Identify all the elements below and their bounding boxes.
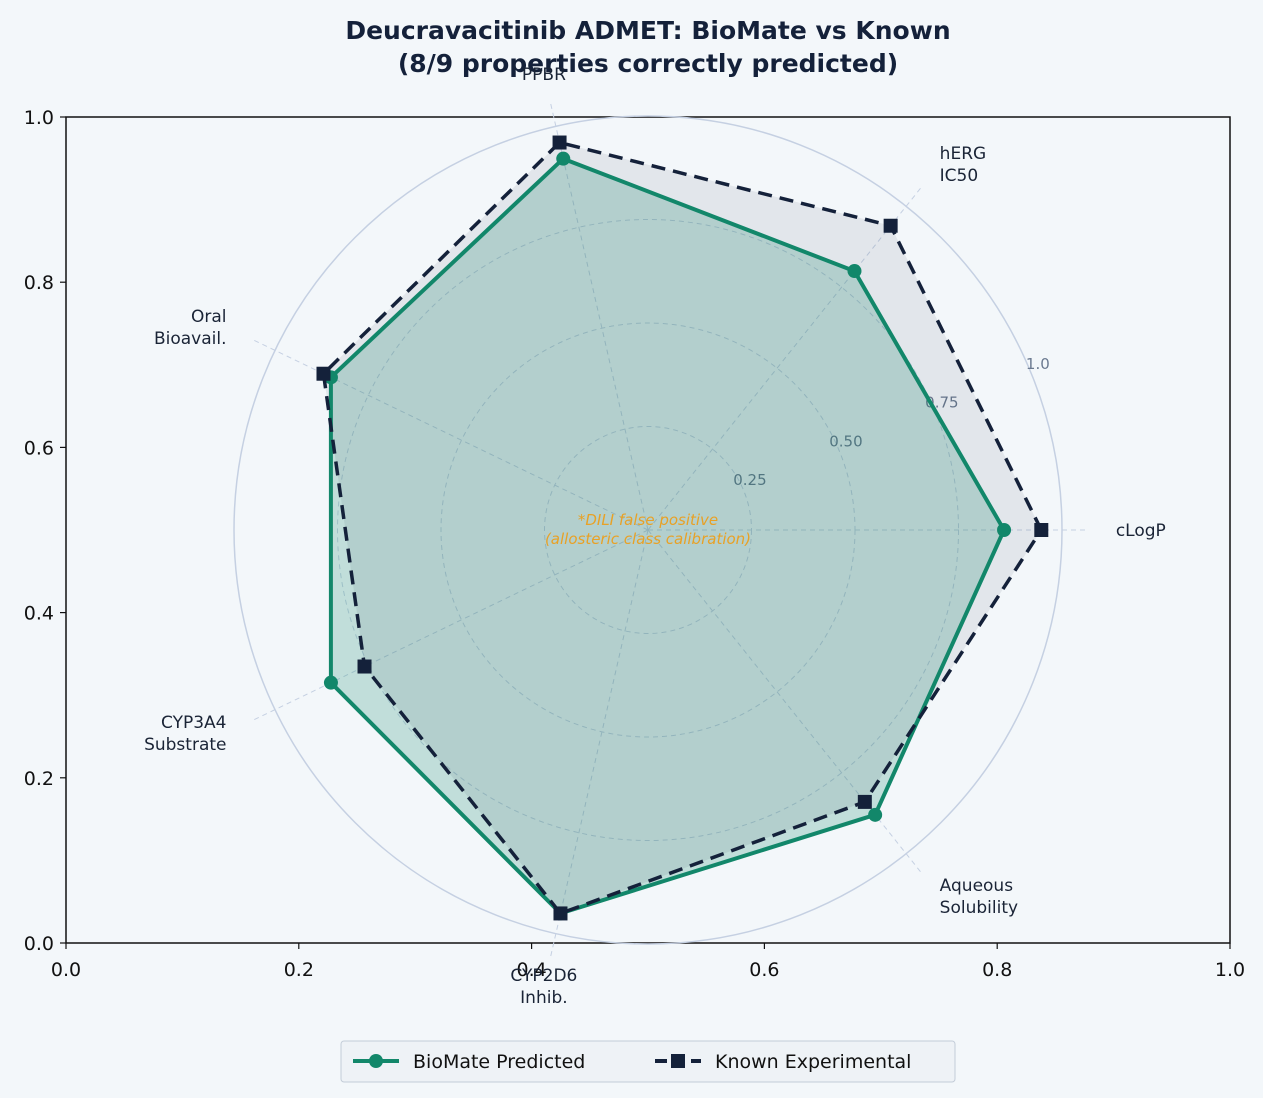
spoke-line — [549, 529, 649, 958]
legend-box — [340, 1040, 956, 1083]
spoke-line — [549, 102, 649, 531]
data-point — [357, 659, 372, 674]
radar-grid: 0.250.500.751.0 — [233, 102, 1087, 958]
data-point — [552, 135, 567, 150]
legend-swatch-marker — [671, 1054, 685, 1068]
axis-label: CYP2D6 Inhib. — [510, 966, 577, 1008]
plot-frame — [65, 116, 1231, 944]
data-point — [997, 523, 1012, 537]
data-point — [847, 264, 862, 279]
axis-label: CYP3A4 Substrate — [144, 713, 226, 755]
y-tick-label: 1.0 — [24, 107, 54, 129]
axis-label: Aqueous Solubility — [940, 876, 1018, 918]
x-tick-label: 0.6 — [749, 959, 779, 981]
legend: BioMate Predicted Known Experimental — [340, 1040, 956, 1083]
x-tick-label: 0.8 — [982, 959, 1012, 981]
spoke-line — [252, 339, 649, 531]
annotation-line-2: (allosteric class calibration) — [545, 530, 751, 548]
x-tick-label: 0.2 — [284, 959, 314, 981]
axis-label: cLogP — [1116, 521, 1166, 541]
series-area — [330, 158, 1004, 914]
y-tick-label: 0.6 — [24, 437, 54, 459]
legend-label: Known Experimental — [715, 1051, 911, 1073]
y-tick-label: 0.8 — [24, 272, 54, 294]
data-point — [857, 794, 872, 809]
series-layer — [316, 135, 1049, 921]
annotation-line-1: *DILI false positive — [578, 511, 718, 529]
series-line — [321, 140, 1044, 916]
series-line — [328, 156, 1006, 916]
frame-ticks: 0.0 0.2 0.4 0.6 0.8 1.0 0.0 0.2 0.4 0.6 0.8 1.0 — [24, 107, 1245, 981]
chart-title: Deucravacitinib ADMET: BioMate vs Known — [345, 16, 950, 45]
data-point — [1034, 523, 1049, 537]
data-point — [323, 675, 338, 690]
legend-swatch-marker — [369, 1054, 383, 1068]
legend-label: BioMate Predicted — [413, 1051, 585, 1073]
data-point — [316, 366, 331, 381]
data-point — [883, 218, 898, 233]
series-1 — [330, 158, 1004, 914]
spoke-line — [647, 186, 923, 531]
radial-tick-label: 0.25 — [733, 471, 766, 489]
spoke-line — [252, 529, 649, 721]
series-2-outline — [316, 135, 1049, 921]
axis-label: hERG IC50 — [940, 144, 987, 186]
data-point — [868, 807, 883, 822]
x-tick-label: 0.4 — [516, 959, 546, 981]
series-area — [323, 142, 1042, 914]
spoke-line — [647, 529, 923, 874]
data-point — [553, 906, 568, 921]
x-tick-label: 0.0 — [51, 959, 81, 981]
annotation: *DILI false positive (allosteric class c… — [545, 511, 751, 548]
axis-label: PPBR — [522, 65, 566, 85]
x-tick-label: 1.0 — [1215, 959, 1245, 981]
axis-label: Oral Bioavail. — [154, 307, 227, 349]
y-tick-label: 0.2 — [24, 768, 54, 790]
data-point — [556, 151, 571, 166]
series-2 — [323, 142, 1042, 914]
chart-subtitle: (8/9 properties correctly predicted) — [398, 49, 898, 78]
y-tick-label: 0.0 — [24, 933, 54, 955]
axis-labels: cLogP hERG IC50 PPBR Oral Bioavail. CYP3A4 Subs… — [144, 65, 1166, 1008]
radial-tick-label: 0.50 — [829, 432, 862, 450]
radial-tick-label: 1.0 — [1026, 355, 1050, 373]
y-tick-label: 0.4 — [24, 603, 54, 625]
